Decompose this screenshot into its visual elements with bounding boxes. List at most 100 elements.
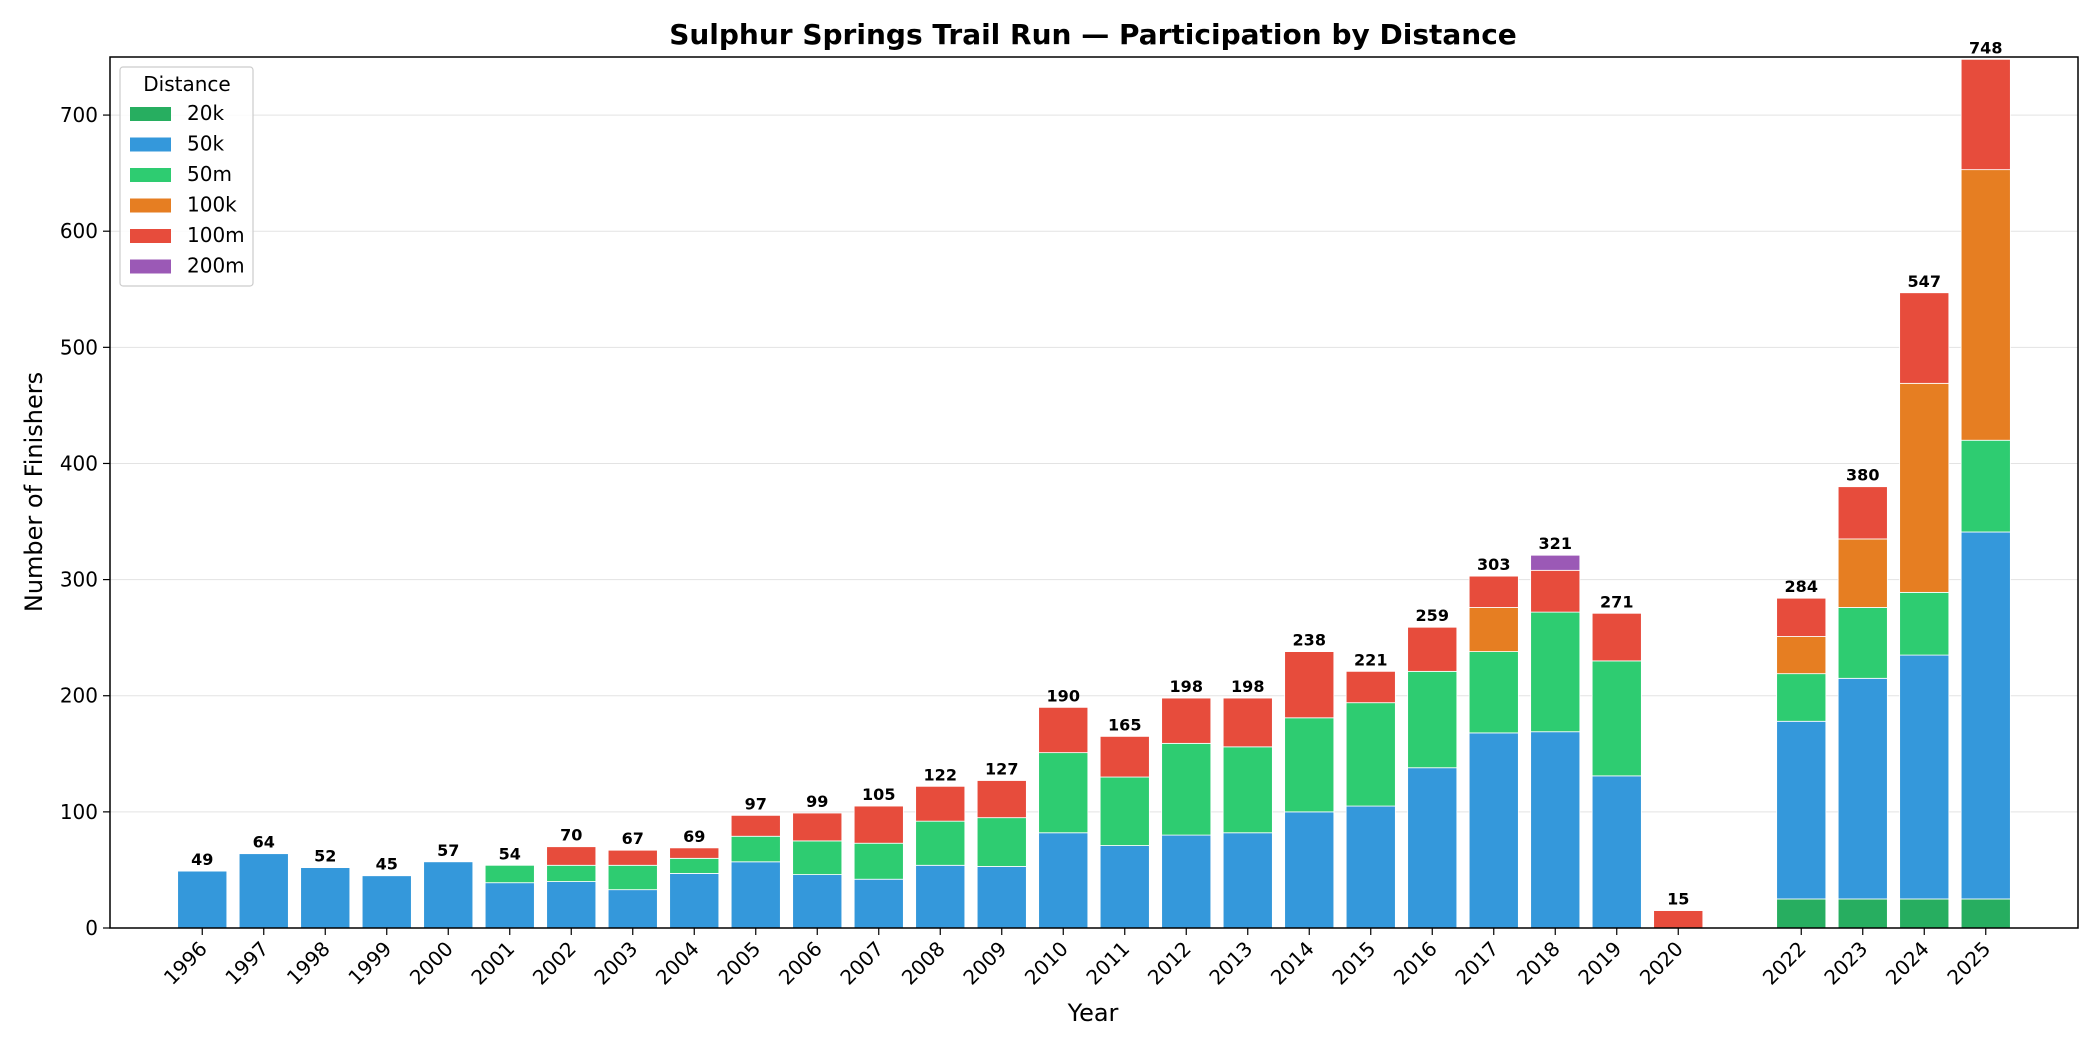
bar-2017-50m — [1468, 651, 1519, 734]
bar-2022-100m — [1776, 597, 1827, 637]
bar-1996-50k — [177, 870, 228, 929]
bar-1998-50k — [300, 867, 351, 929]
legend-label-50k: 50k — [187, 132, 224, 156]
x-tick-label-1998: 1998 — [282, 937, 335, 990]
bar-2000-50k — [423, 861, 474, 929]
x-tick-label-2008: 2008 — [897, 937, 950, 990]
x-tick-label-2004: 2004 — [651, 937, 704, 990]
bar-2003-50k — [607, 889, 658, 929]
bar-2005-100m — [730, 814, 781, 837]
total-label-2019: 271 — [1600, 592, 1633, 611]
legend-title: Distance — [143, 72, 230, 96]
legend-swatch-50k — [130, 137, 171, 152]
bar-2022-100k — [1776, 636, 1827, 675]
bar-2012-50k — [1161, 834, 1212, 929]
bar-2013-100m — [1222, 697, 1273, 748]
x-tick-label-2015: 2015 — [1327, 937, 1380, 990]
total-label-2009: 127 — [985, 760, 1018, 779]
bar-2011-100m — [1099, 735, 1150, 778]
bar-2022-20k — [1776, 898, 1827, 929]
y-tick-label: 200 — [60, 684, 98, 708]
bar-2016-50k — [1407, 767, 1458, 929]
x-tick-label-2014: 2014 — [1266, 937, 1319, 990]
bar-2018-50m — [1530, 611, 1581, 733]
total-label-2018: 321 — [1539, 534, 1572, 553]
x-tick-label-2025: 2025 — [1942, 937, 1995, 990]
bar-2017-100m — [1468, 575, 1519, 608]
total-label-2007: 105 — [862, 785, 895, 804]
total-label-1998: 52 — [314, 847, 336, 866]
x-tick-label-2010: 2010 — [1020, 937, 1073, 990]
total-label-2008: 122 — [924, 765, 957, 784]
legend-swatch-100k — [130, 198, 171, 213]
bar-2006-50k — [792, 874, 843, 929]
x-tick-label-2003: 2003 — [589, 937, 642, 990]
total-label-2011: 165 — [1108, 715, 1141, 734]
bar-2012-100m — [1161, 697, 1212, 744]
total-label-2022: 284 — [1785, 577, 1818, 596]
bar-2025-100m — [1960, 58, 2011, 171]
legend-swatch-100m — [130, 229, 171, 243]
legend-label-100m: 100m — [187, 223, 245, 247]
total-label-2023: 380 — [1846, 466, 1879, 485]
total-label-2001: 54 — [499, 844, 521, 863]
bar-2003-100m — [607, 849, 658, 866]
total-label-2014: 238 — [1293, 631, 1326, 650]
bar-2014-50m — [1284, 717, 1335, 813]
bar-2016-50m — [1407, 670, 1458, 769]
total-label-2003: 67 — [622, 829, 644, 848]
x-tick-label-1996: 1996 — [159, 937, 212, 990]
bar-2008-50k — [915, 864, 966, 929]
bar-2015-100m — [1345, 670, 1396, 704]
bars-layer — [177, 58, 2011, 929]
bar-2004-100m — [669, 847, 720, 859]
legend-label-50m: 50m — [187, 162, 232, 186]
y-tick-label: 500 — [60, 335, 98, 359]
x-axis: 1996 1997 1998 1999 2000 2001 2002 2003 2004 2005… — [159, 928, 1995, 990]
x-tick-label-2002: 2002 — [528, 937, 581, 990]
bar-2007-50m — [853, 842, 904, 880]
x-tick-label-2013: 2013 — [1204, 937, 1257, 990]
bar-2015-50m — [1345, 702, 1396, 807]
total-label-2006: 99 — [806, 792, 828, 811]
total-label-2025: 748 — [1969, 38, 2002, 57]
bar-1999-50k — [361, 875, 412, 929]
y-tick-label: 400 — [60, 451, 98, 475]
bar-2010-50k — [1038, 832, 1089, 929]
x-tick-label-2007: 2007 — [835, 937, 888, 990]
bar-2023-50m — [1837, 607, 1888, 679]
total-label-1999: 45 — [376, 855, 398, 874]
y-tick-label: 300 — [60, 568, 98, 592]
y-tick-label: 0 — [85, 916, 98, 940]
total-label-2002: 70 — [560, 826, 582, 845]
legend-swatch-50m — [130, 168, 171, 182]
bar-2013-50k — [1222, 832, 1273, 929]
bar-1997-50k — [238, 853, 289, 929]
bar-2025-20k — [1960, 898, 2011, 929]
bar-2007-100m — [853, 805, 904, 844]
bar-2025-50m — [1960, 439, 2011, 533]
chart-title: Sulphur Springs Trail Run — Participatio… — [669, 18, 1517, 51]
bar-2005-50m — [730, 835, 781, 863]
bar-2023-50k — [1837, 677, 1888, 900]
bar-2009-50m — [976, 817, 1027, 867]
bar-2004-50m — [669, 857, 720, 874]
legend: Distance 20k 50k 50m 100k 100m 200m — [119, 66, 254, 287]
x-tick-label-2023: 2023 — [1819, 937, 1872, 990]
total-label-2020: 15 — [1667, 890, 1689, 909]
bar-2024-20k — [1899, 898, 1950, 929]
bar-2008-100m — [915, 785, 966, 822]
bar-2022-50m — [1776, 673, 1827, 722]
total-label-2013: 198 — [1231, 677, 1264, 696]
bar-2011-50k — [1099, 845, 1150, 929]
x-tick-label-2006: 2006 — [774, 937, 827, 990]
y-axis: 0 100 200 300 400 500 600 700 — [60, 103, 110, 940]
bar-2009-50k — [976, 866, 1027, 929]
bar-2014-50k — [1284, 811, 1335, 929]
bar-2003-50m — [607, 864, 658, 891]
x-tick-label-2005: 2005 — [712, 937, 765, 990]
total-label-1997: 64 — [253, 833, 275, 852]
bar-2007-50k — [853, 878, 904, 929]
bar-2002-50k — [546, 881, 597, 929]
x-tick-label-2009: 2009 — [958, 937, 1011, 990]
